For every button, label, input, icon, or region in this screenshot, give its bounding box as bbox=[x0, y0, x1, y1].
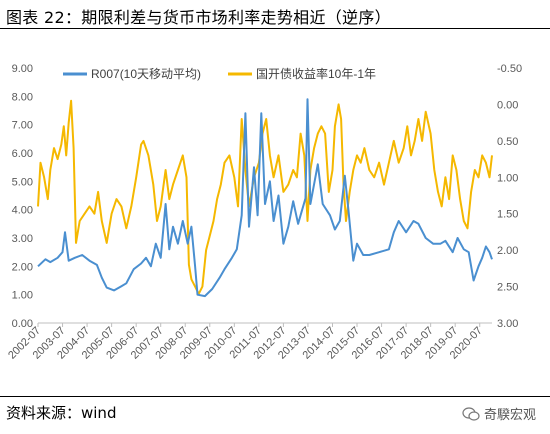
y-left-tick-label: 7.00 bbox=[12, 120, 33, 132]
y-left-tick-label: 0.00 bbox=[12, 318, 33, 330]
y-left-tick-label: 6.00 bbox=[12, 148, 33, 160]
legend-label: 国开债收益率10年-1年 bbox=[256, 66, 376, 81]
title-rule bbox=[0, 28, 550, 29]
y-left-tick-label: 8.00 bbox=[12, 91, 33, 103]
y-left-tick-label: 9.00 bbox=[12, 63, 33, 75]
y-left-tick-label: 5.00 bbox=[12, 176, 33, 188]
source-rule bbox=[0, 396, 550, 397]
y-right-tick-label: -0.50 bbox=[497, 63, 522, 75]
legend-item-r007: R007(10天移动平均) bbox=[63, 67, 201, 81]
series-line-r007 bbox=[37, 98, 493, 298]
y-left-tick-label: 4.00 bbox=[12, 205, 33, 217]
y-right-tick-label: 2.50 bbox=[497, 282, 518, 294]
y-left-tick-label: 2.00 bbox=[12, 261, 33, 273]
y-right-tick-label: 3.00 bbox=[497, 318, 518, 330]
wechat-icon bbox=[462, 406, 480, 421]
series-layer bbox=[37, 98, 493, 298]
y-left-tick-label: 1.00 bbox=[12, 290, 33, 302]
y-right-tick-label: 2.00 bbox=[497, 245, 518, 257]
legend-label: R007(10天移动平均) bbox=[91, 67, 201, 81]
y-left-tick-label: 3.00 bbox=[12, 233, 33, 245]
legend-item-spread: 国开债收益率10年-1年 bbox=[228, 66, 376, 81]
chart-canvas: 0.00 1.00 2.00 3.00 4.00 5.00 6.00 7.00 8.00 9.00… bbox=[6, 63, 522, 362]
y-right-tick-label: 0.00 bbox=[497, 99, 518, 111]
y-right-tick-label: 0.50 bbox=[497, 136, 518, 148]
axes-layer: 0.00 1.00 2.00 3.00 4.00 5.00 6.00 7.00 8.00 9.00… bbox=[6, 63, 522, 362]
y-right-tick-label: 1.00 bbox=[497, 172, 518, 184]
watermark-text: 奇騤宏观 bbox=[483, 408, 536, 423]
watermark: 奇騤宏观 bbox=[462, 404, 536, 423]
source-note: 资料来源：wind bbox=[6, 404, 117, 422]
legend: R007(10天移动平均) 国开债收益率10年-1年 bbox=[63, 66, 376, 81]
series-line-spread bbox=[37, 99, 493, 295]
chart-title: 图表 22：期限利差与货币市场利率走势相近（逆序） bbox=[6, 8, 391, 27]
y-right-tick-label: 1.50 bbox=[497, 209, 518, 221]
